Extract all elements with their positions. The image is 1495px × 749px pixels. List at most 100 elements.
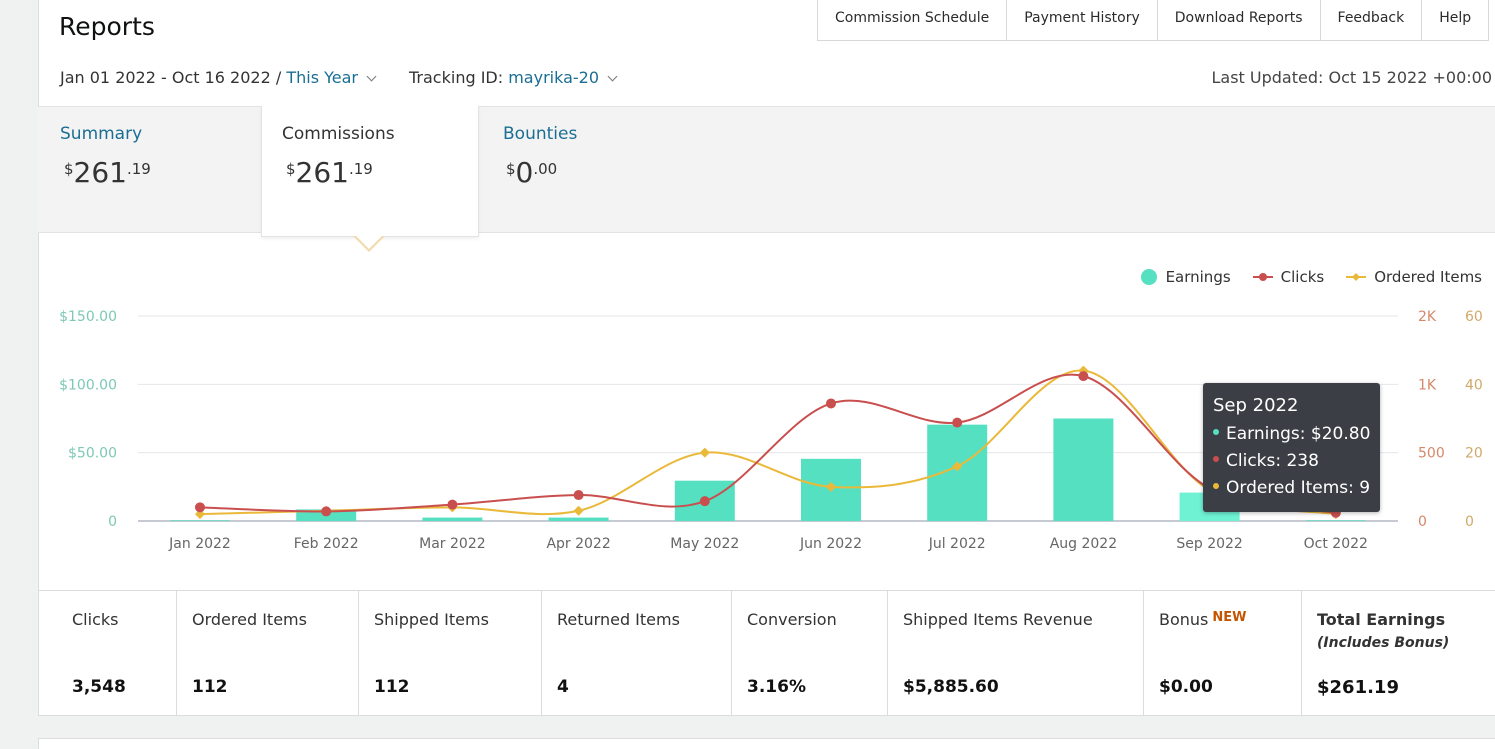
amount-cents: .19 bbox=[349, 160, 373, 178]
stat-ordered-items: Ordered Items 112 bbox=[177, 591, 359, 716]
y-right-ordered-tick-label: 40 bbox=[1465, 377, 1483, 393]
tooltip-title: Sep 2022 bbox=[1213, 395, 1299, 416]
ordered-items-point bbox=[826, 481, 836, 492]
tab-summary[interactable]: Summary $261.19 bbox=[38, 106, 261, 233]
clicks-point bbox=[195, 502, 205, 513]
chevron-down-icon[interactable] bbox=[366, 71, 377, 82]
amount-dollars: 261 bbox=[295, 156, 349, 189]
legend-ordered-label: Ordered Items bbox=[1374, 268, 1482, 286]
legend-earnings-marker bbox=[1140, 269, 1157, 285]
chart-legend: Earnings Clicks Ordered Items bbox=[1140, 268, 1482, 286]
period-link[interactable]: This Year bbox=[286, 68, 358, 87]
legend-ordered-items[interactable]: Ordered Items bbox=[1346, 268, 1482, 286]
x-tick-label: Oct 2022 bbox=[1304, 536, 1368, 552]
ordered-items-point bbox=[195, 509, 205, 520]
stat-label: Total Earnings bbox=[1317, 610, 1446, 629]
clicks-point bbox=[321, 506, 332, 517]
tab-summary-amount: $261.19 bbox=[64, 156, 151, 189]
tooltip-ordered: Ordered Items: 9 bbox=[1213, 475, 1380, 502]
stat-label: Returned Items bbox=[557, 610, 680, 629]
chart-tooltip: Sep 2022 Earnings: $20.80 Clicks: 238 Or… bbox=[1203, 383, 1380, 512]
currency-symbol: $ bbox=[286, 160, 296, 178]
tracking-id-link[interactable]: mayrika-20 bbox=[508, 68, 600, 87]
y-left-tick-label: $100.00 bbox=[59, 377, 117, 393]
clicks-point bbox=[699, 496, 710, 507]
stat-total-earnings: Total Earnings (Includes Bonus) $261.19 bbox=[1302, 591, 1495, 716]
tab-bounties-label: Bounties bbox=[503, 124, 578, 144]
ordered-items-point bbox=[573, 505, 584, 516]
x-tick-label: Mar 2022 bbox=[419, 536, 486, 552]
nav-download-reports[interactable]: Download Reports bbox=[1158, 0, 1321, 40]
tab-commissions-amount: $261.19 bbox=[286, 156, 373, 189]
stat-label: Shipped Items bbox=[374, 610, 489, 629]
y-left-tick-label: $50.00 bbox=[68, 446, 117, 462]
x-tick-label: Apr 2022 bbox=[546, 536, 610, 552]
stat-label: Bonus NEW bbox=[1159, 610, 1247, 629]
tooltip-clicks: Clicks: 238 bbox=[1213, 448, 1380, 475]
ordered-items-point bbox=[1078, 365, 1089, 376]
chevron-down-icon[interactable] bbox=[607, 71, 618, 82]
tab-bounties[interactable]: Bounties $0.00 bbox=[479, 106, 702, 233]
stat-value: 112 bbox=[192, 677, 228, 697]
tab-commissions[interactable]: Commissions $261.19 bbox=[261, 106, 479, 237]
legend-earnings[interactable]: Earnings bbox=[1140, 268, 1231, 286]
stat-label: Clicks bbox=[72, 610, 119, 629]
ordered-items-point bbox=[952, 461, 963, 472]
tooltip-clicks-text: Clicks: 238 bbox=[1226, 451, 1319, 471]
clicks-point bbox=[447, 499, 458, 510]
clicks-line bbox=[199, 373, 1336, 514]
y-right-clicks-tick-label: 500 bbox=[1418, 446, 1445, 462]
nav-payment-history[interactable]: Payment History bbox=[1007, 0, 1158, 40]
legend-clicks-marker bbox=[1252, 273, 1273, 281]
stat-conversion: Conversion 3.16% bbox=[732, 591, 888, 716]
stat-value: 3.16% bbox=[747, 677, 806, 697]
chart-bar bbox=[422, 517, 483, 521]
stat-value: 4 bbox=[557, 677, 569, 697]
new-badge: NEW bbox=[1212, 610, 1247, 625]
amount-dollars: 261 bbox=[73, 156, 127, 189]
nav-commission-schedule[interactable]: Commission Schedule bbox=[818, 0, 1008, 40]
x-tick-label: Jul 2022 bbox=[928, 536, 986, 552]
chart-bar bbox=[1305, 520, 1366, 521]
stat-shipped-revenue: Shipped Items Revenue $5,885.60 bbox=[888, 591, 1144, 716]
x-tick-label: Jun 2022 bbox=[799, 536, 862, 552]
stat-value: $0.00 bbox=[1159, 677, 1213, 697]
last-updated: Last Updated: Oct 15 2022 +00:00 bbox=[1211, 68, 1492, 87]
clicks-point bbox=[1078, 371, 1089, 382]
y-right-ordered-tick-label: 60 bbox=[1465, 309, 1483, 325]
legend-earnings-label: Earnings bbox=[1165, 268, 1231, 286]
tooltip-ordered-text: Ordered Items: 9 bbox=[1226, 478, 1371, 498]
y-right-clicks-tick-label: 1K bbox=[1418, 377, 1437, 393]
ordered-items-point bbox=[699, 447, 710, 458]
tab-bounties-amount: $0.00 bbox=[506, 156, 557, 189]
stat-returned-items: Returned Items 4 bbox=[542, 591, 732, 716]
ordered-items-line bbox=[199, 369, 1336, 516]
date-range-selector[interactable]: Jan 01 2022 - Oct 16 2022 / This Year bbox=[60, 68, 383, 87]
stat-value: 3,548 bbox=[72, 677, 126, 697]
chart-bar bbox=[548, 517, 609, 521]
tracking-label: Tracking ID: bbox=[409, 68, 509, 87]
y-right-clicks-tick-label: 0 bbox=[1418, 514, 1427, 530]
y-right-clicks-tick-label: 2K bbox=[1418, 309, 1437, 325]
tooltip-ordered-dot bbox=[1213, 483, 1219, 489]
stat-bonus: Bonus NEW $0.00 bbox=[1144, 591, 1302, 716]
stat-value: $261.19 bbox=[1317, 677, 1399, 698]
stat-value: $5,885.60 bbox=[903, 677, 999, 697]
x-tick-label: Sep 2022 bbox=[1176, 536, 1242, 552]
stat-bonus-label: Bonus bbox=[1159, 610, 1209, 629]
stat-label: Conversion bbox=[747, 610, 837, 629]
nav-feedback[interactable]: Feedback bbox=[1321, 0, 1423, 40]
nav-help[interactable]: Help bbox=[1422, 0, 1490, 40]
stats-row: Clicks 3,548 Ordered Items 112 Shipped I… bbox=[38, 590, 1495, 716]
chart-bar bbox=[1053, 418, 1114, 521]
tab-summary-label: Summary bbox=[60, 124, 143, 144]
stat-shipped-items: Shipped Items 112 bbox=[359, 591, 542, 716]
stat-label: Shipped Items Revenue bbox=[903, 610, 1093, 629]
legend-clicks[interactable]: Clicks bbox=[1252, 268, 1324, 286]
tracking-id-selector[interactable]: Tracking ID: mayrika-20 bbox=[409, 68, 624, 87]
x-tick-label: May 2022 bbox=[670, 536, 739, 552]
tooltip-earnings: Earnings: $20.80 bbox=[1213, 421, 1380, 448]
stat-value: 112 bbox=[374, 677, 410, 697]
tooltip-clicks-dot bbox=[1213, 456, 1219, 462]
amount-cents: .00 bbox=[533, 160, 558, 178]
